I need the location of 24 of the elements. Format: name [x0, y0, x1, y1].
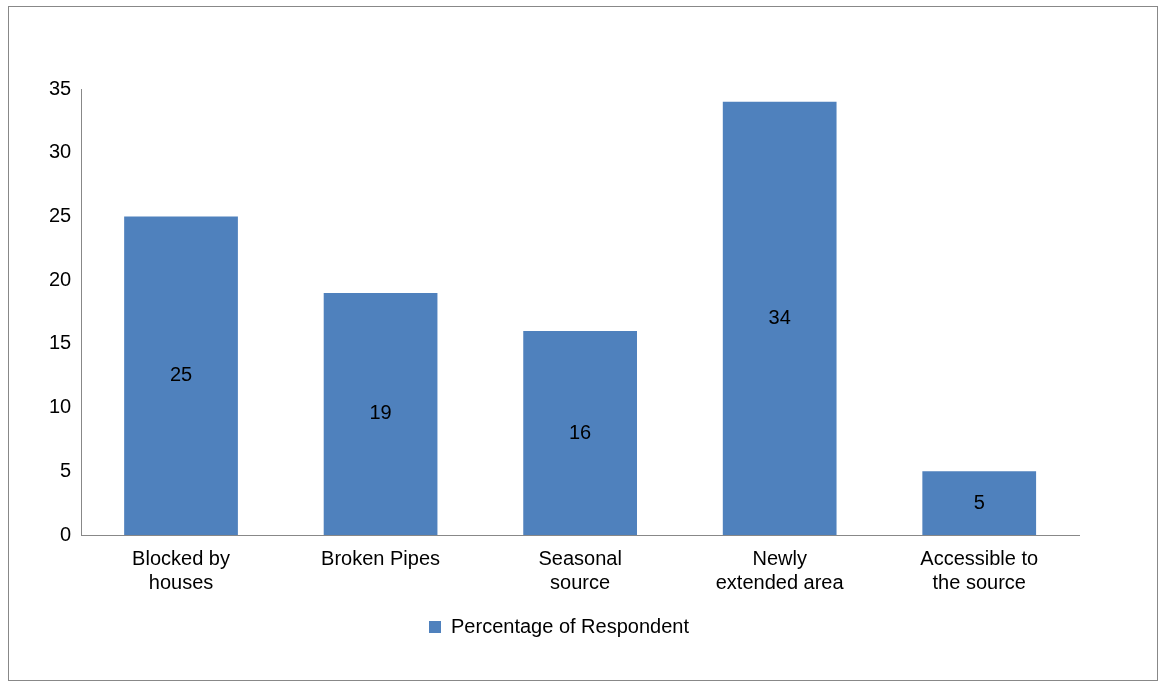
bar: [722, 101, 837, 535]
bar: [523, 331, 637, 535]
bar: [323, 292, 438, 535]
x-tick-label: Broken Pipes: [321, 546, 441, 569]
x-tick-label: Newly extended area: [715, 546, 845, 593]
y-tick-label: 20: [49, 267, 72, 290]
x-tick-label: Blocked by houses: [132, 546, 230, 593]
y-tick-label: 25: [49, 203, 72, 226]
data-label: 19: [369, 401, 392, 424]
x-tick-label: Accessible to the source: [920, 546, 1039, 593]
bar: [922, 471, 1037, 535]
data-label: 5: [973, 490, 985, 513]
y-tick-label: 15: [49, 331, 72, 354]
x-tick-label: Seasonal source: [538, 546, 622, 593]
y-tick-label: 35: [49, 76, 72, 99]
data-label: 25: [169, 363, 193, 386]
y-tick-label: 30: [49, 140, 72, 163]
y-tick-label: 10: [49, 395, 72, 418]
y-tick-label: 5: [60, 458, 72, 481]
data-label: 34: [768, 305, 791, 328]
legend-label: Percentage of Respondent: [451, 614, 690, 637]
data-label: 16: [569, 420, 592, 443]
y-tick-label: 0: [60, 522, 72, 545]
bar: [124, 216, 238, 535]
